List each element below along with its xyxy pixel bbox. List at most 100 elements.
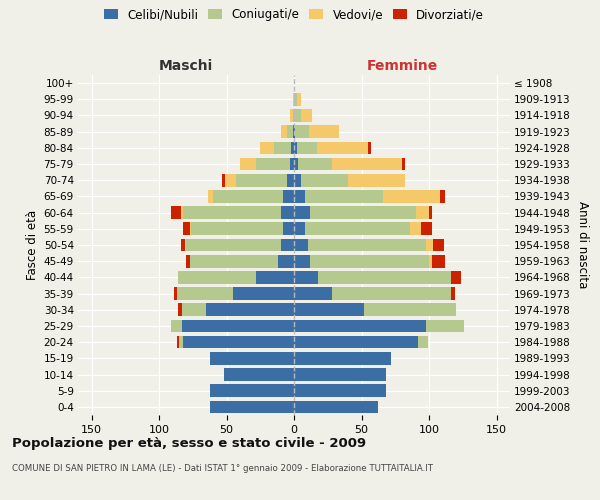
Bar	[292, 142, 294, 154]
Bar	[294, 288, 332, 300]
Bar	[451, 271, 461, 283]
Bar	[233, 288, 294, 300]
Bar	[283, 222, 294, 235]
Bar	[451, 288, 455, 300]
Y-axis label: Fasce di età: Fasce di età	[26, 210, 40, 280]
Bar	[421, 222, 432, 235]
Bar	[225, 174, 236, 186]
Bar	[210, 384, 294, 397]
Text: COMUNE DI SAN PIETRO IN LAMA (LE) - Dati ISTAT 1° gennaio 2009 - Elaborazione TU: COMUNE DI SAN PIETRO IN LAMA (LE) - Dati…	[12, 464, 433, 473]
Bar	[208, 190, 213, 202]
Bar	[295, 126, 309, 138]
Bar	[294, 109, 301, 122]
Bar	[178, 271, 256, 283]
Bar	[415, 206, 429, 219]
Bar	[256, 271, 294, 283]
Bar	[281, 206, 294, 219]
Bar	[184, 206, 281, 219]
Bar	[440, 190, 445, 202]
Bar	[402, 158, 404, 170]
Bar	[301, 174, 348, 186]
Bar	[294, 93, 296, 106]
Bar	[260, 142, 274, 154]
Bar	[179, 336, 183, 348]
Text: Maschi: Maschi	[159, 58, 213, 72]
Bar	[296, 93, 301, 106]
Bar	[293, 93, 294, 106]
Bar	[190, 222, 191, 235]
Bar	[183, 336, 294, 348]
Bar	[293, 126, 294, 138]
Bar	[310, 206, 415, 219]
Bar	[305, 222, 410, 235]
Bar	[236, 174, 287, 186]
Bar	[190, 255, 278, 268]
Bar	[294, 384, 386, 397]
Bar	[290, 109, 293, 122]
Bar	[433, 238, 444, 252]
Bar	[182, 304, 206, 316]
Bar	[294, 271, 319, 283]
Bar	[294, 190, 305, 202]
Bar	[298, 158, 332, 170]
Bar	[348, 174, 404, 186]
Bar	[410, 222, 421, 235]
Bar	[176, 288, 233, 300]
Bar	[178, 304, 182, 316]
Bar	[287, 174, 294, 186]
Bar	[368, 142, 371, 154]
Bar	[294, 304, 364, 316]
Bar	[171, 206, 181, 219]
Bar	[210, 400, 294, 413]
Bar	[206, 304, 294, 316]
Bar	[310, 255, 429, 268]
Bar	[429, 206, 432, 219]
Bar	[240, 158, 256, 170]
Bar	[305, 190, 383, 202]
Bar	[296, 142, 317, 154]
Y-axis label: Anni di nascita: Anni di nascita	[577, 202, 589, 288]
Bar	[274, 142, 292, 154]
Bar	[287, 126, 293, 138]
Bar	[181, 238, 185, 252]
Bar	[281, 238, 294, 252]
Bar	[427, 320, 464, 332]
Bar	[332, 158, 402, 170]
Bar	[184, 222, 190, 235]
Bar	[294, 126, 295, 138]
Bar	[210, 352, 294, 364]
Bar	[182, 320, 294, 332]
Bar	[309, 126, 338, 138]
Bar	[294, 206, 310, 219]
Bar	[294, 352, 391, 364]
Bar	[308, 238, 426, 252]
Bar	[186, 255, 190, 268]
Bar	[294, 320, 427, 332]
Bar	[294, 222, 305, 235]
Bar	[294, 336, 418, 348]
Bar	[427, 238, 433, 252]
Bar	[213, 190, 283, 202]
Bar	[181, 206, 183, 219]
Bar	[223, 174, 225, 186]
Text: Popolazione per età, sesso e stato civile - 2009: Popolazione per età, sesso e stato civil…	[12, 438, 366, 450]
Bar	[191, 222, 283, 235]
Bar	[383, 190, 440, 202]
Bar	[332, 288, 451, 300]
Bar	[294, 142, 296, 154]
Bar	[293, 109, 294, 122]
Bar	[294, 174, 301, 186]
Bar	[301, 109, 311, 122]
Bar	[290, 158, 294, 170]
Bar	[294, 238, 308, 252]
Bar	[174, 288, 176, 300]
Bar	[429, 255, 432, 268]
Bar	[176, 336, 179, 348]
Bar	[432, 255, 445, 268]
Bar	[185, 238, 186, 252]
Bar	[186, 238, 281, 252]
Bar	[319, 271, 451, 283]
Bar	[224, 368, 294, 381]
Bar	[256, 158, 290, 170]
Text: Femmine: Femmine	[367, 58, 437, 72]
